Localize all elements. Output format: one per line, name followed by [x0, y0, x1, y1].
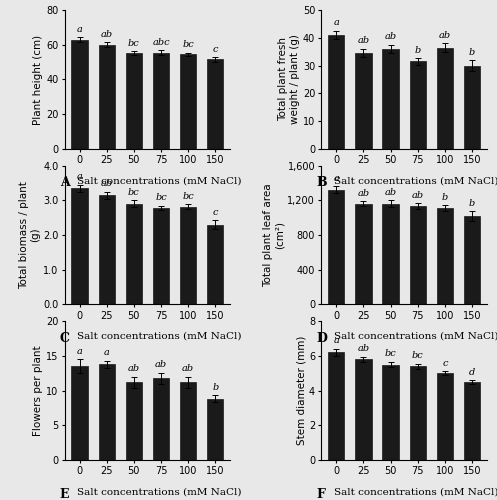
Text: a: a	[333, 336, 339, 345]
Text: ab: ab	[439, 31, 451, 40]
Text: b: b	[414, 46, 421, 54]
Text: ab: ab	[101, 30, 113, 38]
Text: a: a	[104, 348, 110, 357]
Bar	[328, 190, 344, 304]
Bar	[153, 378, 169, 460]
Text: ab: ab	[357, 188, 370, 198]
Bar	[355, 53, 372, 149]
Bar	[207, 399, 224, 460]
Text: bc: bc	[128, 188, 140, 197]
Text: c: c	[213, 208, 218, 217]
Bar	[126, 382, 142, 460]
Bar	[383, 204, 399, 304]
Text: F: F	[317, 488, 326, 500]
Bar	[464, 216, 480, 304]
Bar	[355, 204, 372, 304]
Bar	[153, 52, 169, 149]
Text: Salt concentrations (mM NaCl): Salt concentrations (mM NaCl)	[334, 332, 497, 341]
Y-axis label: Flowers per plant: Flowers per plant	[33, 345, 43, 436]
Bar	[464, 66, 480, 149]
Text: ab: ab	[357, 36, 370, 46]
Text: bc: bc	[182, 40, 194, 49]
Bar	[328, 352, 344, 460]
Text: b: b	[212, 383, 219, 392]
Text: A: A	[60, 176, 70, 190]
Bar	[207, 224, 224, 304]
Y-axis label: Plant height (cm): Plant height (cm)	[33, 34, 43, 124]
Text: Salt concentrations (mM NaCl): Salt concentrations (mM NaCl)	[77, 488, 242, 496]
Text: B: B	[317, 176, 327, 190]
Bar	[180, 382, 196, 460]
Bar	[153, 208, 169, 304]
Text: C: C	[60, 332, 70, 345]
Bar	[410, 366, 426, 460]
Bar	[98, 44, 115, 149]
Y-axis label: Total plant leaf area
(cm²): Total plant leaf area (cm²)	[263, 183, 285, 287]
Bar	[72, 188, 87, 304]
Text: ab: ab	[182, 364, 194, 373]
Text: ab: ab	[101, 179, 113, 188]
Bar	[98, 195, 115, 304]
Text: ab: ab	[385, 188, 397, 197]
Text: bc: bc	[128, 39, 140, 48]
Bar	[72, 40, 87, 149]
Text: a: a	[333, 18, 339, 28]
Text: ab: ab	[155, 360, 167, 369]
Text: Salt concentrations (mM NaCl): Salt concentrations (mM NaCl)	[334, 176, 497, 186]
Text: a: a	[77, 25, 83, 34]
Text: bc: bc	[385, 350, 397, 358]
Text: abc: abc	[152, 38, 170, 47]
Text: d: d	[469, 368, 475, 376]
Y-axis label: Total biomass / plant
(g): Total biomass / plant (g)	[18, 181, 40, 289]
Text: bc: bc	[412, 351, 423, 360]
Text: a: a	[333, 174, 339, 183]
Bar	[126, 54, 142, 149]
Bar	[410, 206, 426, 304]
Bar	[437, 373, 453, 460]
Text: Salt concentrations (mM NaCl): Salt concentrations (mM NaCl)	[77, 332, 242, 341]
Y-axis label: Stem diameter (mm): Stem diameter (mm)	[296, 336, 306, 445]
Bar	[98, 364, 115, 460]
Text: bc: bc	[155, 194, 167, 202]
Bar	[126, 204, 142, 304]
Bar	[355, 360, 372, 460]
Bar	[437, 48, 453, 149]
Text: ab: ab	[412, 191, 424, 200]
Text: a: a	[77, 347, 83, 356]
Bar	[437, 208, 453, 304]
Bar	[72, 366, 87, 460]
Bar	[464, 382, 480, 460]
Text: bc: bc	[182, 192, 194, 201]
Text: c: c	[213, 45, 218, 54]
Bar	[180, 54, 196, 149]
Bar	[410, 62, 426, 149]
Text: E: E	[60, 488, 69, 500]
Text: Salt concentrations (mM NaCl): Salt concentrations (mM NaCl)	[77, 176, 242, 186]
Text: c: c	[442, 358, 448, 368]
Text: ab: ab	[128, 364, 140, 373]
Text: ab: ab	[357, 344, 370, 353]
Text: b: b	[469, 198, 475, 207]
Bar	[383, 364, 399, 460]
Y-axis label: Total plant fresh
weight / plant (g): Total plant fresh weight / plant (g)	[278, 34, 300, 124]
Bar	[383, 49, 399, 149]
Bar	[180, 206, 196, 304]
Text: a: a	[77, 172, 83, 181]
Text: b: b	[442, 193, 448, 202]
Text: D: D	[317, 332, 328, 345]
Bar	[207, 60, 224, 149]
Bar	[328, 35, 344, 149]
Text: ab: ab	[385, 32, 397, 42]
Text: b: b	[469, 48, 475, 56]
Text: Salt concentrations (mM NaCl): Salt concentrations (mM NaCl)	[334, 488, 497, 496]
